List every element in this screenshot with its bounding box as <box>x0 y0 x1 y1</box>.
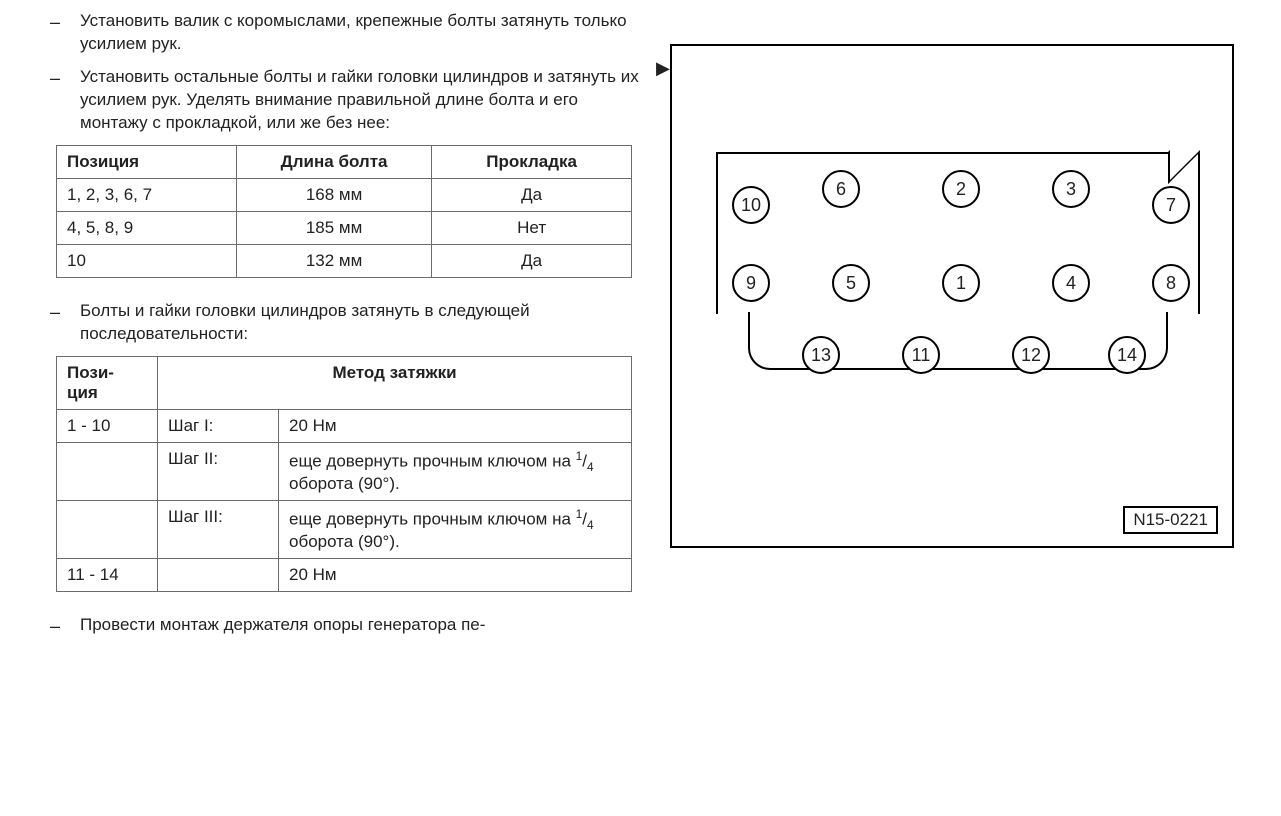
t1-h1: Позиция <box>57 145 237 178</box>
cell: 20 Нм <box>279 558 632 591</box>
dash-icon: – <box>50 66 80 90</box>
cell: Шаг II: <box>158 442 279 500</box>
cell: 185 мм <box>236 211 431 244</box>
table-row: Шаг III: еще довернуть прочным ключом на… <box>57 500 632 558</box>
bullet-3: – Болты и гайки головки цилиндров затяну… <box>50 300 650 346</box>
cylinder-head-diagram: 1062379514813111214 N15-0221 <box>670 44 1234 548</box>
t2-h2: Метод затяжки <box>158 356 632 409</box>
bullet-4: – Провести монтаж держателя опоры генера… <box>50 614 650 638</box>
txt: еще довернуть прочным ключом на <box>289 451 576 470</box>
bullet-2: – Установить остальные болты и гайки гол… <box>50 66 650 135</box>
bolt-position-6: 6 <box>822 170 860 208</box>
txt: еще довернуть прочным ключом на <box>289 509 576 528</box>
cell: 4, 5, 8, 9 <box>57 211 237 244</box>
cell: Да <box>432 178 632 211</box>
bolt-position-2: 2 <box>942 170 980 208</box>
cell: 20 Нм <box>279 409 632 442</box>
bolt-position-5: 5 <box>832 264 870 302</box>
txt: оборота (90°). <box>289 474 400 493</box>
bullet-2-text: Установить остальные болты и гайки голов… <box>80 66 650 135</box>
bolt-position-1: 1 <box>942 264 980 302</box>
bullet-1-text: Установить валик с коромыслами, крепежны… <box>80 10 650 56</box>
cell: Шаг I: <box>158 409 279 442</box>
cell: 168 мм <box>236 178 431 211</box>
bolt-position-8: 8 <box>1152 264 1190 302</box>
table-row: 1, 2, 3, 6, 7 168 мм Да <box>57 178 632 211</box>
dash-icon: – <box>50 10 80 34</box>
text-column: – Установить валик с коромыслами, крепеж… <box>20 8 650 648</box>
dash-icon: – <box>50 300 80 324</box>
t1-h2: Длина болта <box>236 145 431 178</box>
t2-h1: Пози- ция <box>57 356 158 409</box>
table-row: Шаг II: еще довернуть прочным ключом на … <box>57 442 632 500</box>
figure-label: N15-0221 <box>1123 506 1218 534</box>
cell: 1 - 10 <box>57 409 158 442</box>
corner-notch <box>1168 120 1200 184</box>
bolt-position-11: 11 <box>902 336 940 374</box>
cell: Нет <box>432 211 632 244</box>
cell <box>57 500 158 558</box>
pointer-icon: ▶ <box>656 58 670 79</box>
txt: оборота (90°). <box>289 532 400 551</box>
bolt-length-table: Позиция Длина болта Прокладка 1, 2, 3, 6… <box>56 145 632 278</box>
cell: еще довернуть прочным ключом на 1/4 обор… <box>279 500 632 558</box>
bolt-position-13: 13 <box>802 336 840 374</box>
bullet-3-text: Болты и гайки головки цилиндров затянуть… <box>80 300 650 346</box>
cell: Да <box>432 244 632 277</box>
bolt-position-9: 9 <box>732 264 770 302</box>
bullet-1: – Установить валик с коромыслами, крепеж… <box>50 10 650 56</box>
table-row: 10 132 мм Да <box>57 244 632 277</box>
bolt-position-14: 14 <box>1108 336 1146 374</box>
table-row: 1 - 10 Шаг I: 20 Нм <box>57 409 632 442</box>
t1-h3: Прокладка <box>432 145 632 178</box>
cell: еще довернуть прочным ключом на 1/4 обор… <box>279 442 632 500</box>
cell: 132 мм <box>236 244 431 277</box>
bolt-position-10: 10 <box>732 186 770 224</box>
cell: 10 <box>57 244 237 277</box>
cell <box>57 442 158 500</box>
tightening-table: Пози- ция Метод затяжки 1 - 10 Шаг I: 20… <box>56 356 632 592</box>
bullet-4-text: Провести монтаж держателя опоры генерато… <box>80 614 485 637</box>
figure-column: ▶ 1062379514813111214 N15-0221 <box>670 8 1261 648</box>
bolt-position-7: 7 <box>1152 186 1190 224</box>
bolt-position-3: 3 <box>1052 170 1090 208</box>
bolt-position-4: 4 <box>1052 264 1090 302</box>
bolt-position-12: 12 <box>1012 336 1050 374</box>
cell <box>158 558 279 591</box>
cell: Шаг III: <box>158 500 279 558</box>
table-row: 4, 5, 8, 9 185 мм Нет <box>57 211 632 244</box>
table-row: 11 - 14 20 Нм <box>57 558 632 591</box>
cell: 11 - 14 <box>57 558 158 591</box>
cell: 1, 2, 3, 6, 7 <box>57 178 237 211</box>
dash-icon: – <box>50 614 80 638</box>
